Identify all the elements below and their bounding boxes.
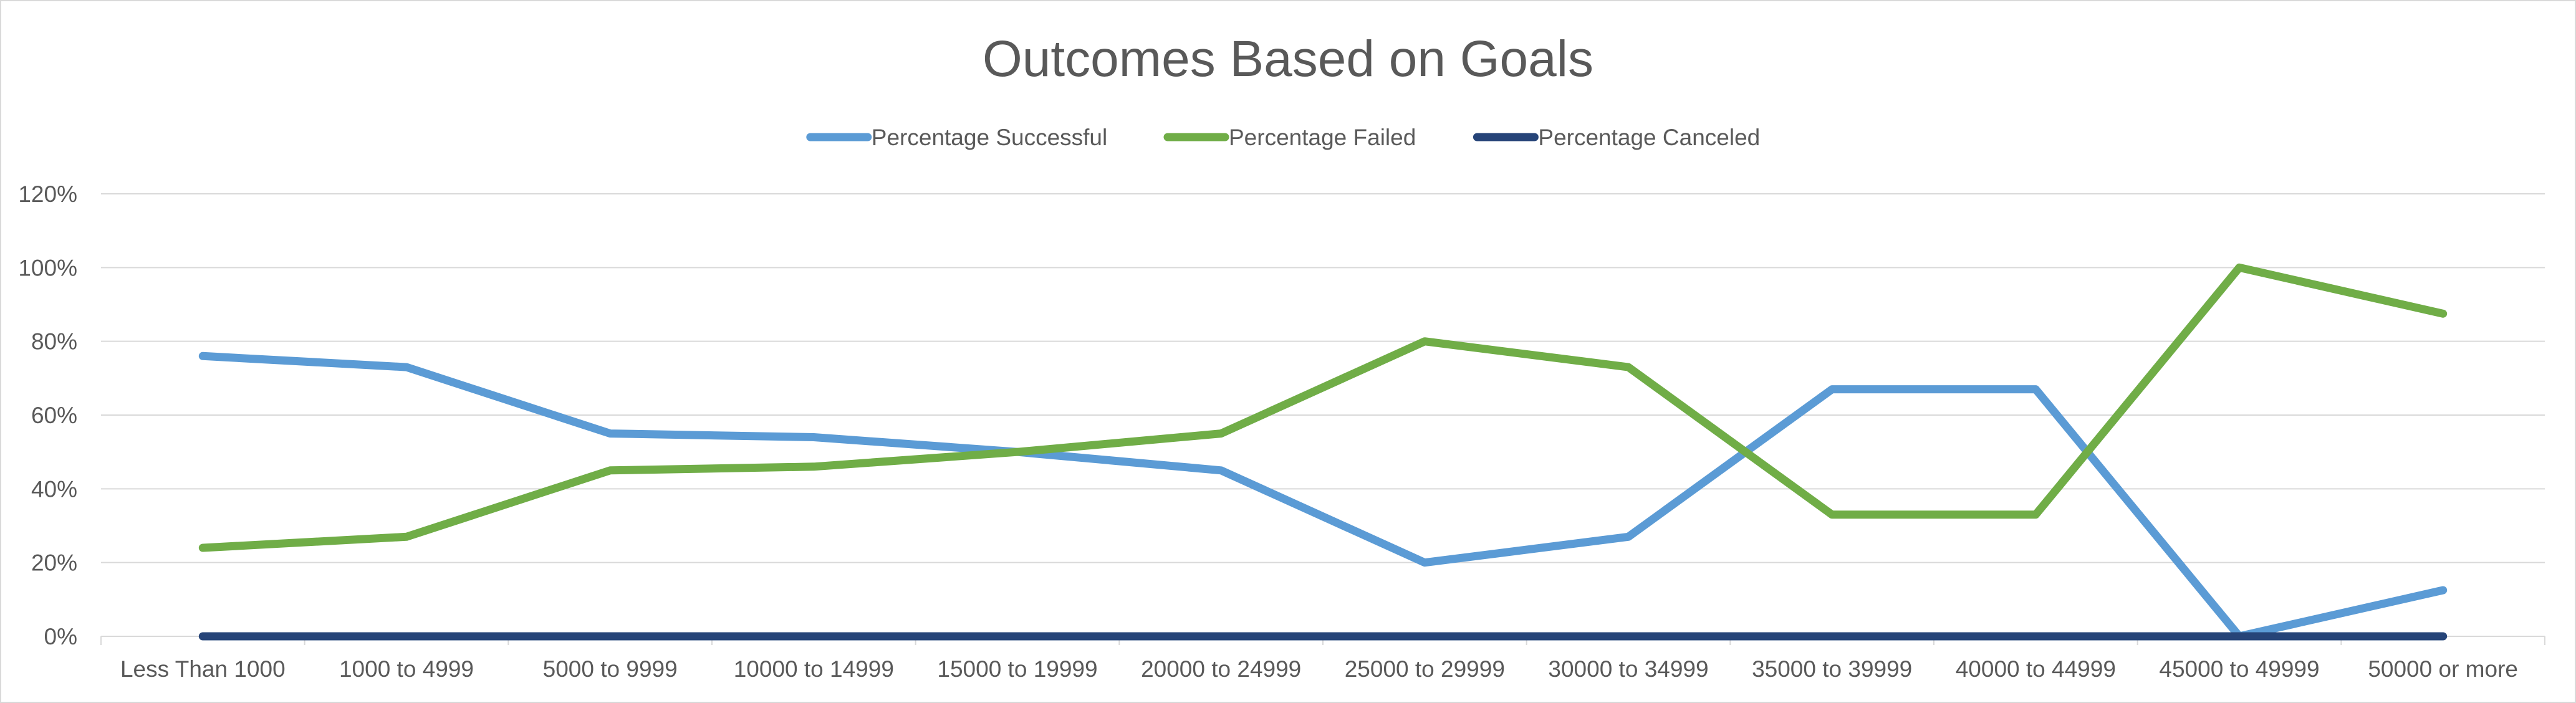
y-tick-label: 120% bbox=[18, 181, 77, 207]
x-tick-label: Less Than 1000 bbox=[120, 656, 286, 682]
y-tick-label: 100% bbox=[18, 255, 77, 280]
x-tick-label: 50000 or more bbox=[2368, 656, 2518, 682]
y-tick-label: 20% bbox=[31, 550, 77, 576]
x-tick-label: 1000 to 4999 bbox=[339, 656, 474, 682]
x-tick-label: 10000 to 14999 bbox=[734, 656, 894, 682]
y-tick-label: 40% bbox=[31, 476, 77, 502]
y-tick-label: 0% bbox=[44, 624, 77, 649]
gridlines bbox=[101, 193, 2545, 563]
series-line-1 bbox=[198, 352, 2448, 641]
chart-title: Outcomes Based on Goals bbox=[983, 31, 1593, 87]
y-tick-label: 60% bbox=[31, 403, 77, 428]
y-tick-label: 80% bbox=[31, 329, 77, 355]
x-tick-label: 20000 to 24999 bbox=[1141, 656, 1301, 682]
y-axis: 0% 20% 40% 60% 80% 100% 120% bbox=[18, 181, 77, 649]
x-tick-label: 35000 to 39999 bbox=[1752, 656, 1912, 682]
x-tick-label: 30000 to 34999 bbox=[1548, 656, 1708, 682]
legend-label: Percentage Successful bbox=[872, 125, 1107, 150]
x-axis: Less Than 1000 1000 to 4999 5000 to 9999 10… bbox=[100, 636, 2545, 682]
series-line-2 bbox=[198, 263, 2448, 552]
legend-label: Percentage Failed bbox=[1229, 125, 1416, 150]
legend-label: Percentage Canceled bbox=[1538, 125, 1760, 150]
legend: Percentage Successful Percentage Failed Pe… bbox=[806, 125, 1760, 150]
x-tick-label: 25000 to 29999 bbox=[1345, 656, 1505, 682]
x-tick-label: 45000 to 49999 bbox=[2159, 656, 2319, 682]
x-tick-label: 5000 to 9999 bbox=[543, 656, 678, 682]
series-lines bbox=[198, 263, 2448, 641]
x-tick-label: 15000 to 19999 bbox=[937, 656, 1097, 682]
x-tick-label: 40000 to 44999 bbox=[1956, 656, 2116, 682]
